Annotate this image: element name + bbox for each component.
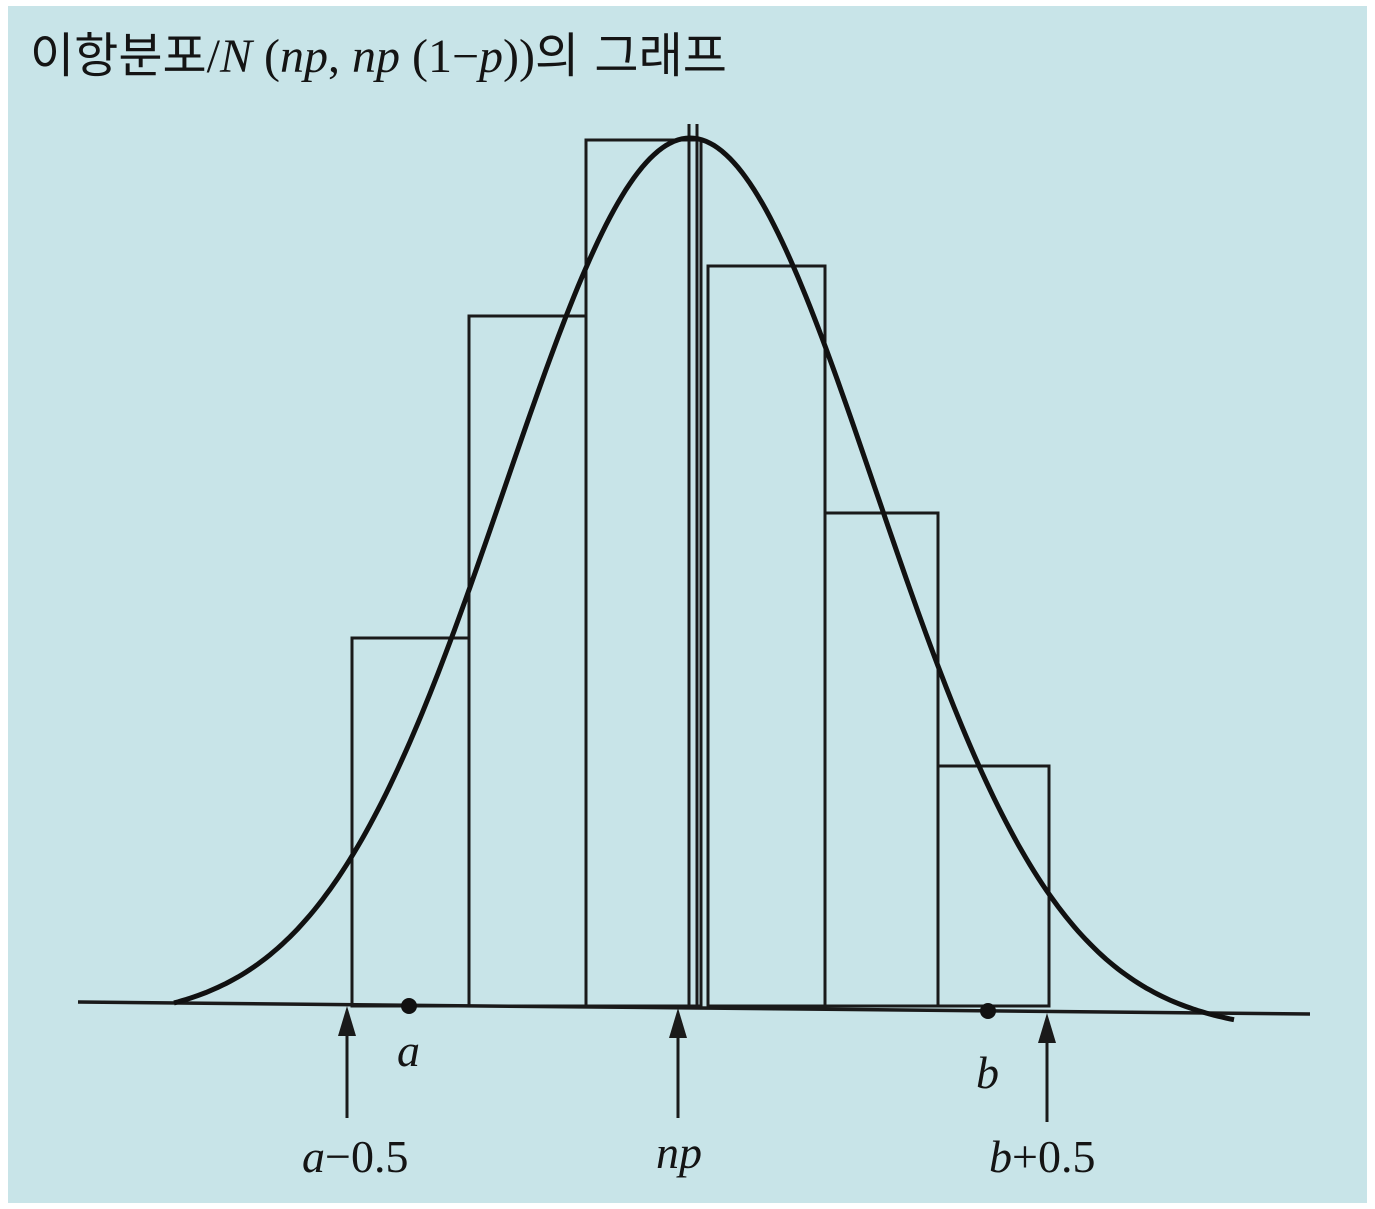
- histogram-bar-5: [823, 511, 940, 1008]
- title-suffix: 의 그래프: [535, 28, 727, 84]
- arrow-np: [669, 1008, 687, 1118]
- title-paren-inner: (1: [400, 30, 452, 83]
- marker-b-dot: [980, 1003, 996, 1019]
- label-b-plus-half-rest: +0.5: [1012, 1131, 1095, 1182]
- title-korean: 이항분포: [30, 28, 207, 84]
- arrow-b-plus-half-head: [1038, 1013, 1056, 1043]
- label-np: np: [656, 1127, 702, 1178]
- label-a-minus-half-var: a: [302, 1131, 325, 1182]
- arrow-a-minus-half-head: [338, 1006, 356, 1036]
- label-b-plus-half: b+0.5: [989, 1131, 1095, 1182]
- title-paren-open: (: [252, 30, 280, 83]
- normal-curve: [173, 135, 1235, 1023]
- arrow-a-minus-half: [338, 1006, 356, 1118]
- arrow-b-plus-half: [1038, 1013, 1056, 1122]
- title-np-2: np: [352, 30, 400, 83]
- marker-a-dot: [401, 998, 417, 1014]
- histogram-bars: [350, 138, 1051, 1008]
- title-p: p: [476, 30, 503, 83]
- label-a-minus-half: a−0.5: [302, 1131, 408, 1182]
- title-slash: /: [207, 30, 221, 83]
- label-b-plus-half-var: b: [989, 1131, 1012, 1182]
- title-comma: ,: [328, 30, 352, 83]
- arrow-np-head: [669, 1008, 687, 1038]
- title-minus: −: [452, 30, 479, 83]
- label-b: b: [976, 1047, 999, 1098]
- diagram-canvas: 이항분포/N (np, np (1−p))의 그래프 a b: [30, 28, 1311, 1182]
- title-N: N: [219, 30, 255, 83]
- diagram-title: 이항분포/N (np, np (1−p))의 그래프: [30, 28, 727, 84]
- histogram-bar-4: [706, 264, 827, 1008]
- label-a: a: [397, 1025, 420, 1076]
- diagram-figure: 이항분포/N (np, np (1−p))의 그래프 a b: [8, 6, 1367, 1203]
- title-np-1: np: [280, 30, 328, 83]
- label-a-minus-half-rest: −0.5: [325, 1131, 408, 1182]
- histogram-bar-3: [584, 138, 703, 1008]
- title-paren-close: )): [503, 30, 535, 83]
- x-axis: [77, 1000, 1311, 1016]
